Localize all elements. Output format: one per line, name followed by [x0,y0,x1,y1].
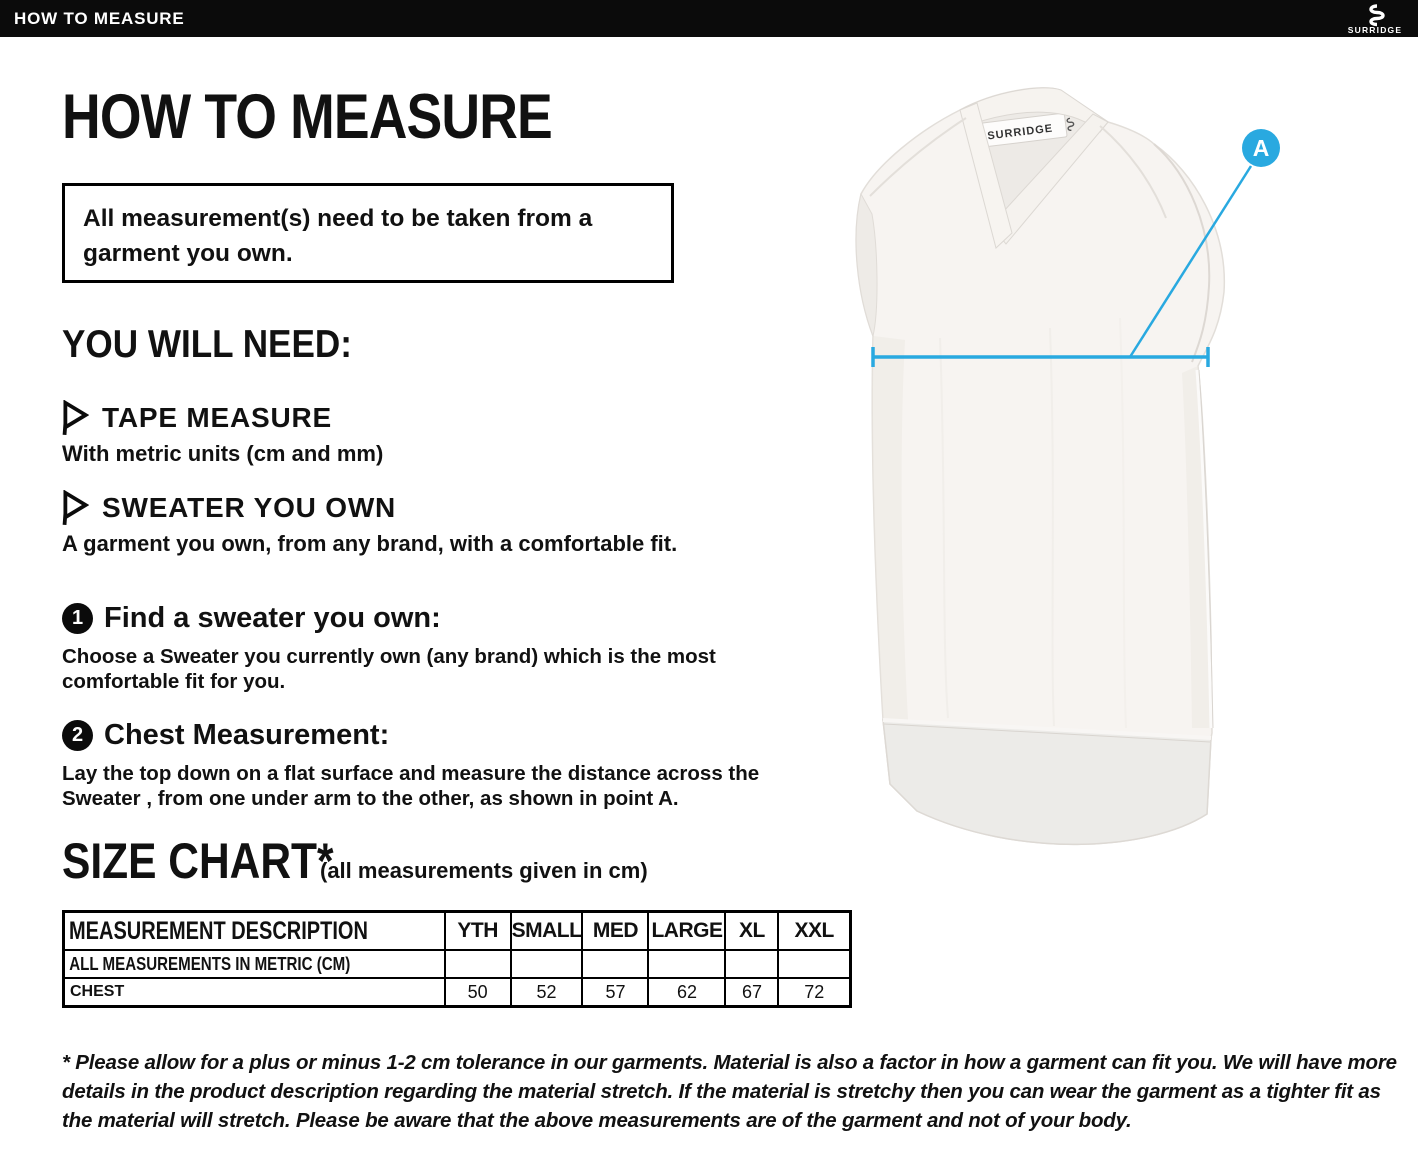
step-1-title: Find a sweater you own: [104,602,441,634]
notice-text: All measurement(s) need to be taken from… [83,205,593,267]
table-row-metric-note: ALL MEASUREMENTS IN METRIC (CM) [62,949,852,979]
size-chart-heading: SIZE CHART* [62,833,334,889]
cell-value: 72 [777,977,852,1008]
need-item-title: TAPE MEASURE [102,402,332,433]
table-row-chest: CHEST 50 52 57 62 67 72 [62,977,852,1008]
cell-value [509,949,584,979]
table-header-row: MEASUREMENT DESCRIPTION YTH SMALL MED LA… [62,910,852,951]
cell-value [724,949,780,979]
step-1-description: Choose a Sweater you currently own (any … [62,645,716,693]
cell-value: 62 [647,977,727,1008]
waistband [882,719,1212,846]
left-armhole [855,192,878,338]
point-a-label: A [1253,135,1270,161]
top-bar-title: HOW TO MEASURE [14,8,185,28]
chest-measurement-line [871,347,1210,367]
triangle-flag-icon [62,490,89,526]
cell-value [443,949,512,979]
row-label-chest: CHEST [62,977,446,1008]
collar-label: SURRIDGE [980,112,1075,148]
cell-value: 52 [509,977,584,1008]
brand-logo-text: SURRIDGE [1348,25,1402,34]
column-header-xl: XL [724,910,780,951]
step-2-description: Lay the top down on a flat surface and m… [62,762,760,810]
cell-value [581,949,650,979]
step-2-number-badge: 2 [62,720,93,751]
need-item-sweater: SWEATER YOU OWN A garment you own, from … [62,490,677,557]
column-header-large: LARGE [647,910,727,951]
cell-value: 57 [581,977,650,1008]
triangle-flag-icon [62,400,89,436]
cell-value: 67 [724,977,780,1008]
step-2: 2 Chest Measurement: Lay the top down on… [62,719,782,811]
step-1: 1 Find a sweater you own: Choose a Sweat… [62,602,782,694]
step-1-number-badge: 1 [62,603,93,634]
cell-value: 50 [443,977,512,1008]
point-a-marker: A [1242,129,1280,167]
top-bar: HOW TO MEASURE SURRIDGE [0,0,1418,37]
page-title: HOW TO MEASURE [62,82,553,152]
collar-band-left [959,102,1013,249]
cell-value [777,949,852,979]
garment-illustration: SURRIDGE A [855,87,1280,846]
size-chart-table: MEASUREMENT DESCRIPTION YTH SMALL MED LA… [62,910,852,1008]
tolerance-footnote: * Please allow for a plus or minus 1-2 c… [62,1050,1397,1132]
column-header-measurement-description: MEASUREMENT DESCRIPTION [62,910,446,951]
row-label-metric: ALL MEASUREMENTS IN METRIC (CM) [62,949,446,979]
size-chart-caption: (all measurements given in cm) [320,858,648,883]
need-item-title: SWEATER YOU OWN [102,492,397,523]
step-2-title: Chest Measurement: [104,719,390,751]
column-header-xxl: XXL [777,910,852,951]
need-item-description: With metric units (cm and mm) [62,441,384,466]
point-a-connector [1128,165,1253,358]
column-header-small: SMALL [509,910,584,951]
right-armhole-fold [1153,143,1211,363]
surridge-logo-icon: SURRIDGE [1348,3,1402,34]
column-header-med: MED [581,910,650,951]
notice-box: All measurement(s) need to be taken from… [62,183,674,283]
column-header-yth: YTH [443,910,512,951]
need-item-description: A garment you own, from any brand, with … [62,531,678,556]
cell-value [647,949,727,979]
you-will-need-heading: YOU WILL NEED: [62,323,352,366]
need-item-tape-measure: TAPE MEASURE With metric units (cm and m… [62,400,383,467]
